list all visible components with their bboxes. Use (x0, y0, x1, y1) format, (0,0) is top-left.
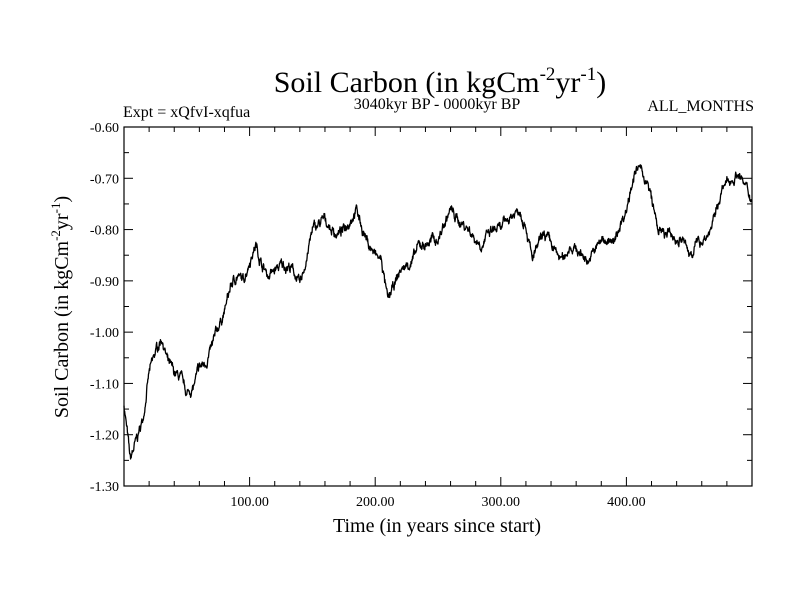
y-axis-label: Soil Carbon (in kgCm-2yr-1) (48, 196, 73, 418)
series-group (123, 164, 753, 460)
x-tick-label: 100.00 (230, 495, 269, 510)
y-axis-label-main: Soil Carbon (in kgCm (51, 240, 73, 418)
y-axis-label-sup1: -2 (48, 230, 63, 241)
x-tick-label: 200.00 (356, 495, 395, 510)
series-line-soil_carbon (123, 164, 753, 460)
chart-title-sup1: -2 (540, 64, 556, 85)
y-tick-label: -0.80 (90, 224, 119, 239)
y-axis-label-end: ) (51, 196, 73, 203)
x-tick-label: 400.00 (607, 495, 646, 510)
y-tick-label: -0.60 (90, 121, 119, 136)
chart-title-main: Soil Carbon (in kgCm (274, 66, 540, 99)
chart-title-sup2: -1 (580, 64, 596, 85)
time-range-label: 3040kyr BP - 0000kyr BP (354, 96, 521, 113)
y-tick-label: -1.00 (90, 326, 119, 341)
y-tick-label: -1.10 (90, 377, 119, 392)
chart-title-mid: yr (555, 66, 580, 99)
y-tick-label: -1.30 (90, 480, 119, 495)
y-tick-label: -0.90 (90, 275, 119, 290)
chart-title: Soil Carbon (in kgCm-2yr-1) (274, 64, 607, 99)
plot-frame (123, 126, 753, 487)
chart-title-end: ) (596, 66, 606, 99)
tick-group: -0.60 -0.70 -0.80 -0.90 -1.00 -1.10 -1.20 -1.30… (90, 121, 752, 510)
months-label: ALL_MONTHS (647, 98, 754, 115)
experiment-label: Expt = xQfvI-xqfua (123, 104, 250, 121)
x-tick-label: 300.00 (482, 495, 521, 510)
y-axis-label-mid: yr (51, 213, 73, 230)
y-tick-label: -0.70 (90, 172, 119, 187)
x-axis-label: Time (in years since start) (333, 515, 541, 537)
y-axis-label-sup2: -1 (48, 203, 63, 214)
y-tick-label: -1.20 (90, 429, 119, 444)
